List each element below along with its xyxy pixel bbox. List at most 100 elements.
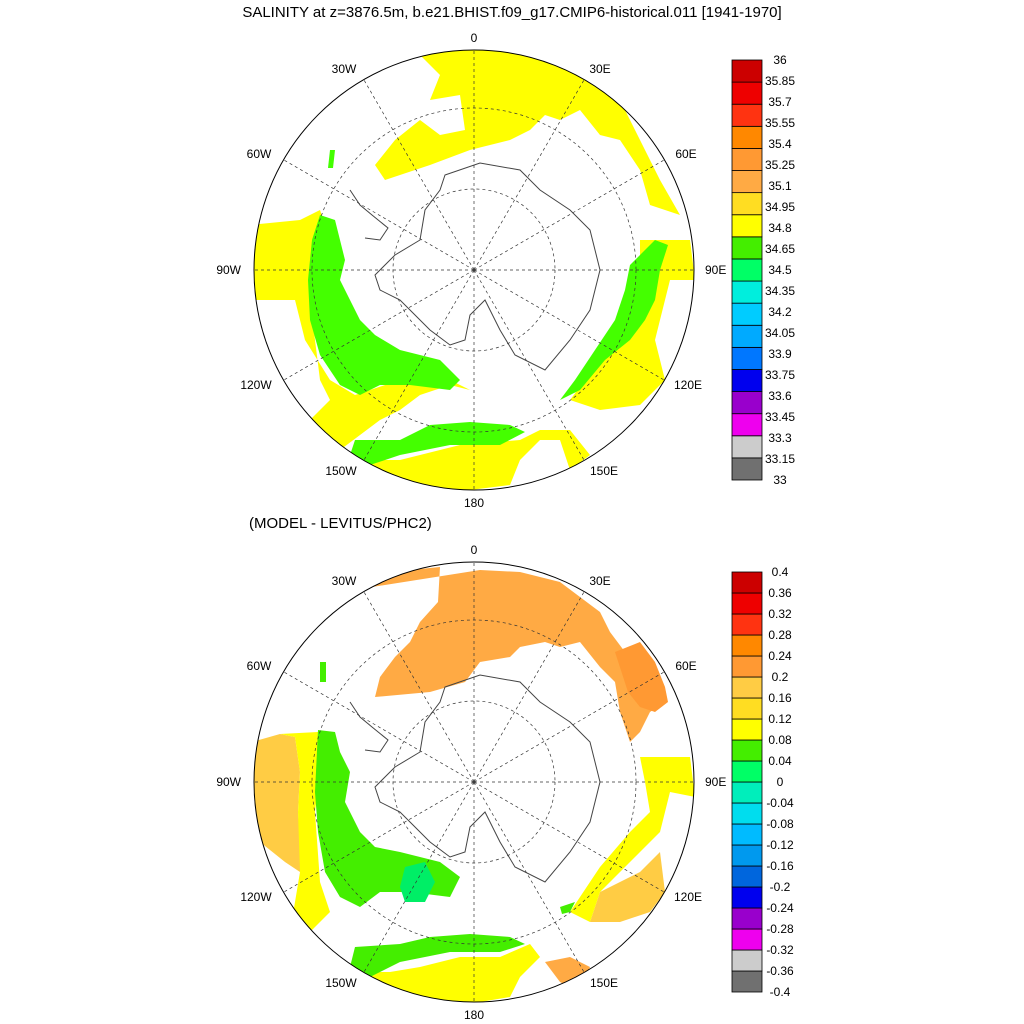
lon-label-90w: 90W bbox=[216, 775, 241, 789]
difference-region bbox=[320, 662, 326, 682]
difference-colorbar-label: 0.24 bbox=[768, 649, 792, 663]
salinity-colorbar-swatch bbox=[731, 369, 763, 392]
lon-label-90e: 90E bbox=[705, 263, 726, 277]
salinity-difference-map: 0 30E 60E 90E 120E 150E 180 150W 120W 90… bbox=[216, 543, 726, 1022]
lon-label-90w: 90W bbox=[216, 263, 241, 277]
difference-colorbar-label: -0.08 bbox=[766, 817, 794, 831]
lon-label-120e: 120E bbox=[674, 890, 702, 904]
difference-colorbar-label: -0.28 bbox=[766, 922, 794, 936]
lon-label-0: 0 bbox=[471, 543, 478, 557]
salinity-colorbar-swatch bbox=[731, 148, 763, 171]
difference-colorbar-label: 0.32 bbox=[768, 607, 792, 621]
difference-colorbar-swatch bbox=[731, 781, 763, 804]
difference-region bbox=[615, 642, 668, 712]
lon-label-30e: 30E bbox=[589, 62, 610, 76]
lon-label-0: 0 bbox=[471, 31, 478, 45]
salinity-colorbar-label: 36 bbox=[773, 53, 787, 67]
salinity-colorbar-label: 35.1 bbox=[768, 179, 792, 193]
coastline bbox=[374, 162, 601, 371]
salinity-colorbar-label: 34.35 bbox=[765, 284, 795, 298]
difference-region bbox=[560, 902, 575, 914]
salinity-colorbar-label: 34.2 bbox=[768, 305, 792, 319]
difference-colorbar-label: -0.32 bbox=[766, 943, 794, 957]
difference-colorbar-swatch bbox=[731, 823, 763, 846]
salinity-colorbar-label: 34.5 bbox=[768, 263, 792, 277]
difference-colorbar-label: -0.24 bbox=[766, 901, 794, 915]
salinity-colorbar-label: 33.75 bbox=[765, 368, 795, 382]
lon-label-150e: 150E bbox=[590, 976, 618, 990]
difference-colorbar-swatch bbox=[731, 613, 763, 636]
difference-region bbox=[372, 567, 665, 742]
salinity-region bbox=[328, 150, 335, 168]
difference-colorbar-label: 0.08 bbox=[768, 733, 792, 747]
difference-colorbar-label: 0.12 bbox=[768, 712, 792, 726]
salinity-region bbox=[570, 240, 694, 410]
difference-colorbar-label: -0.4 bbox=[770, 985, 791, 999]
difference-region bbox=[590, 852, 665, 922]
salinity-colorbar-swatch bbox=[731, 170, 763, 194]
lon-label-30e: 30E bbox=[589, 574, 610, 588]
difference-colorbar-swatch bbox=[731, 886, 763, 909]
lon-label-120w: 120W bbox=[240, 890, 272, 904]
salinity-colorbar-swatch bbox=[731, 125, 763, 149]
difference-colorbar-label: -0.2 bbox=[770, 880, 791, 894]
difference-colorbar-swatch bbox=[731, 865, 763, 888]
salinity-colorbar-label: 35.25 bbox=[765, 158, 795, 172]
difference-colorbar-label: 0.2 bbox=[772, 670, 789, 684]
salinity-colorbar-label: 33.9 bbox=[768, 347, 792, 361]
difference-region bbox=[400, 862, 435, 902]
salinity-colorbar: 33 33.15 33.3 33.45 33.6 33.75 33.9 34.05 34.2 34… bbox=[731, 53, 795, 487]
salinity-colorbar-swatch bbox=[731, 324, 763, 348]
salinity-colorbar-swatch bbox=[731, 280, 763, 304]
difference-colorbar-swatch bbox=[731, 907, 763, 930]
salinity-colorbar-label: 33.3 bbox=[768, 431, 792, 445]
salinity-colorbar-swatch bbox=[731, 214, 763, 238]
difference-colorbar-label: -0.04 bbox=[766, 796, 794, 810]
salinity-region bbox=[560, 240, 668, 400]
lon-label-180: 180 bbox=[464, 496, 484, 510]
salinity-colorbar-label: 34.05 bbox=[765, 326, 795, 340]
salinity-region bbox=[308, 215, 460, 395]
plot-title: SALINITY at z=3876.5m, b.e21.BHIST.f09_g… bbox=[242, 4, 782, 21]
lon-label-60e: 60E bbox=[675, 147, 696, 161]
graticule bbox=[254, 562, 694, 1002]
salinity-colorbar-label: 35.55 bbox=[765, 116, 795, 130]
difference-colorbar: -0.4 -0.36 -0.32 -0.28 -0.24 -0.2 -0.16 -0.12 -0… bbox=[731, 565, 794, 999]
lon-label-30w: 30W bbox=[332, 62, 357, 76]
difference-region bbox=[254, 734, 310, 872]
lon-label-60w: 60W bbox=[247, 659, 272, 673]
graticule bbox=[254, 50, 694, 490]
lon-label-150w: 150W bbox=[325, 976, 357, 990]
difference-colorbar-label: 0.04 bbox=[768, 754, 792, 768]
difference-colorbar-swatch bbox=[731, 760, 763, 783]
salinity-colorbar-swatch bbox=[731, 457, 763, 481]
difference-colorbar-swatch bbox=[731, 970, 763, 993]
lon-label-120e: 120E bbox=[674, 378, 702, 392]
salinity-region bbox=[350, 422, 525, 465]
salinity-colorbar-swatch bbox=[731, 236, 763, 260]
map-boundary bbox=[253, 561, 695, 1003]
difference-colorbar-swatch bbox=[731, 592, 763, 615]
lon-label-60w: 60W bbox=[247, 147, 272, 161]
difference-colorbar-swatch bbox=[731, 655, 763, 678]
salinity-colorbar-swatch bbox=[731, 302, 763, 326]
salinity-colorbar-swatch bbox=[731, 391, 763, 415]
difference-region bbox=[315, 730, 460, 907]
salinity-colorbar-label: 34.8 bbox=[768, 221, 792, 235]
salinity-colorbar-swatch bbox=[731, 258, 763, 282]
difference-region bbox=[570, 757, 694, 922]
difference-region bbox=[350, 934, 525, 977]
difference-region bbox=[545, 957, 590, 992]
difference-colorbar-label: 0.4 bbox=[772, 565, 789, 579]
difference-colorbar-swatch bbox=[731, 571, 763, 594]
salinity-colorbar-label: 33.15 bbox=[765, 452, 795, 466]
difference-colorbar-label: 0 bbox=[777, 775, 784, 789]
lon-label-150e: 150E bbox=[590, 464, 618, 478]
difference-colorbar-swatch bbox=[731, 844, 763, 867]
salinity-colorbar-swatch bbox=[731, 192, 763, 216]
salinity-colorbar-swatch bbox=[731, 346, 763, 370]
difference-colorbar-label: 0.16 bbox=[768, 691, 792, 705]
salinity-colorbar-swatch bbox=[731, 435, 763, 459]
difference-colorbar-swatch bbox=[731, 718, 763, 741]
coastline bbox=[374, 674, 601, 883]
